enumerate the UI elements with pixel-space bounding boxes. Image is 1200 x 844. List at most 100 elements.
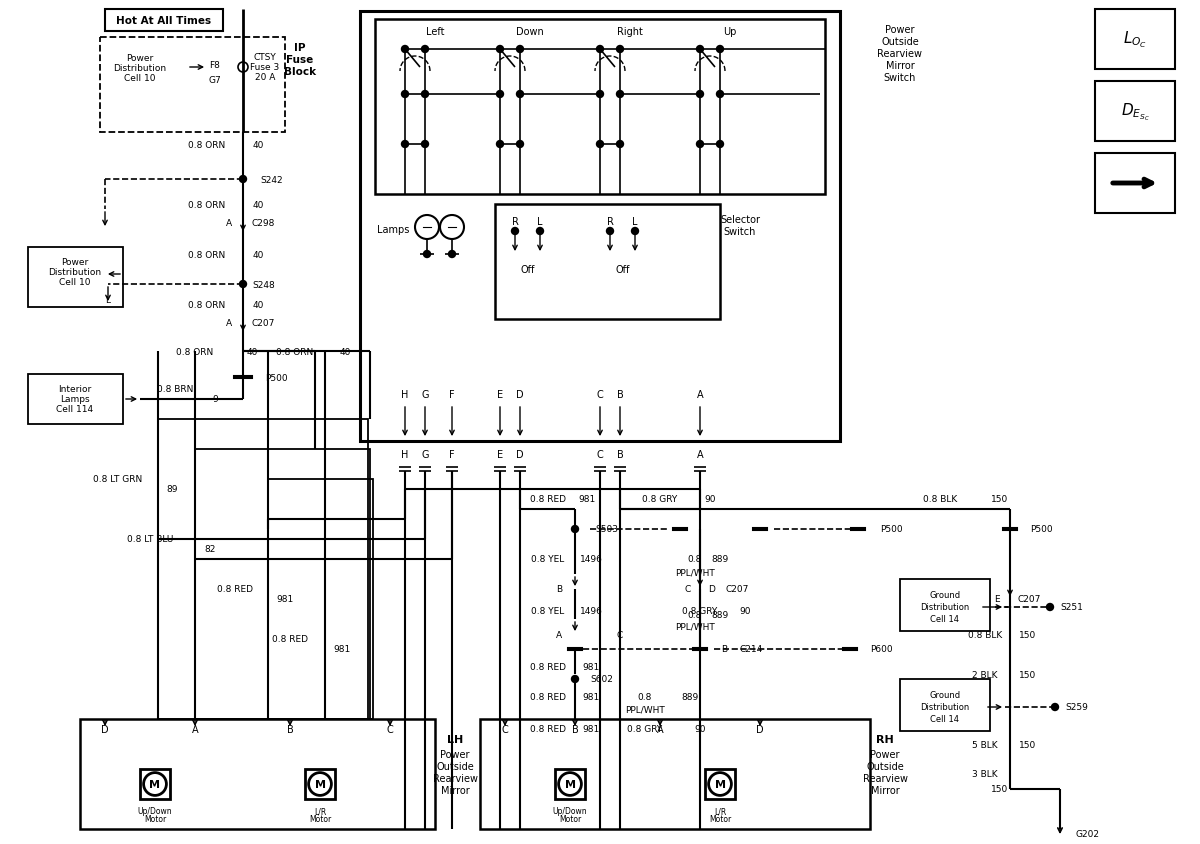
Text: Up/Down: Up/Down: [138, 807, 173, 815]
Text: Fuse: Fuse: [287, 55, 313, 65]
Text: 0.8 GRY: 0.8 GRY: [683, 607, 718, 616]
Text: 150: 150: [991, 785, 1009, 793]
Text: G: G: [421, 390, 428, 399]
Circle shape: [696, 91, 703, 99]
Text: S503: S503: [595, 525, 618, 534]
Text: G7: G7: [209, 75, 221, 84]
Circle shape: [402, 46, 408, 53]
Text: Right: Right: [617, 27, 643, 37]
Text: 0.8 ORN: 0.8 ORN: [188, 200, 226, 209]
Text: C207: C207: [252, 318, 275, 327]
Text: Off: Off: [521, 265, 535, 274]
Text: R: R: [511, 217, 518, 227]
Circle shape: [696, 46, 703, 53]
Text: 0.8 RED: 0.8 RED: [272, 635, 308, 644]
Bar: [1096, 154, 1175, 214]
Text: 0.8 LT GRN: 0.8 LT GRN: [94, 475, 143, 484]
Text: 889: 889: [712, 609, 728, 619]
Circle shape: [402, 91, 408, 99]
Text: 0.8 ORN: 0.8 ORN: [188, 300, 226, 309]
Text: Cell 114: Cell 114: [56, 405, 94, 414]
Text: M: M: [564, 779, 576, 789]
Text: Rearview: Rearview: [863, 773, 907, 783]
Text: Motor: Motor: [308, 814, 331, 824]
Text: Block: Block: [284, 67, 316, 77]
Circle shape: [511, 228, 518, 235]
Circle shape: [631, 228, 638, 235]
Text: PPL/WHT: PPL/WHT: [625, 705, 665, 714]
Text: C207: C207: [1018, 595, 1042, 603]
Text: 981: 981: [582, 663, 600, 672]
Text: 0.8 BRN: 0.8 BRN: [157, 385, 193, 394]
Text: Ground: Ground: [930, 591, 960, 600]
Bar: [1096, 10, 1175, 70]
Circle shape: [617, 91, 624, 99]
Circle shape: [696, 141, 703, 149]
Text: D: D: [516, 450, 524, 459]
Text: Cell 10: Cell 10: [125, 73, 156, 83]
Bar: [140, 769, 170, 799]
Text: Ground: Ground: [930, 690, 960, 700]
Text: RH: RH: [876, 734, 894, 744]
Text: C298: C298: [252, 219, 275, 227]
Text: 0.8 ORN: 0.8 ORN: [188, 140, 226, 149]
Text: 40: 40: [252, 250, 264, 259]
Bar: [28, 247, 124, 307]
Bar: [268, 479, 373, 719]
Text: B: B: [287, 724, 293, 734]
Text: Up: Up: [724, 27, 737, 37]
Text: Interior: Interior: [59, 385, 91, 394]
Text: Outside: Outside: [436, 761, 474, 771]
Text: 0.8 GRY: 0.8 GRY: [628, 725, 662, 733]
Text: 981: 981: [276, 595, 294, 603]
Bar: [106, 10, 223, 32]
Circle shape: [536, 228, 544, 235]
Text: 150: 150: [1019, 739, 1037, 749]
Text: S248: S248: [252, 280, 275, 289]
Text: 981: 981: [582, 725, 600, 733]
Bar: [360, 12, 840, 441]
Bar: [496, 205, 720, 320]
Text: PPL/WHT: PPL/WHT: [676, 568, 715, 576]
Text: A: A: [697, 390, 703, 399]
Circle shape: [516, 141, 523, 149]
Text: Left: Left: [426, 27, 444, 37]
Text: P500: P500: [880, 525, 902, 534]
Text: 0.8 ORN: 0.8 ORN: [188, 250, 226, 259]
Bar: [194, 450, 370, 719]
Text: A: A: [226, 219, 232, 227]
Circle shape: [424, 252, 431, 258]
Text: 5 BLK: 5 BLK: [972, 739, 998, 749]
Text: Mirror: Mirror: [886, 61, 914, 71]
Text: Rearview: Rearview: [432, 773, 478, 783]
Bar: [480, 719, 870, 829]
Text: 89: 89: [167, 485, 178, 494]
Circle shape: [497, 141, 504, 149]
Text: 0.8 BLK: 0.8 BLK: [968, 630, 1002, 639]
Text: Distribution: Distribution: [920, 703, 970, 711]
Text: C: C: [685, 585, 691, 594]
Circle shape: [716, 141, 724, 149]
Text: 889: 889: [712, 555, 728, 564]
Text: 0.8 ORN: 0.8 ORN: [176, 347, 214, 356]
Text: L: L: [106, 295, 110, 304]
Circle shape: [497, 91, 504, 99]
Text: Outside: Outside: [881, 37, 919, 47]
Circle shape: [1046, 603, 1054, 611]
Text: S251: S251: [1060, 603, 1082, 612]
Text: 90: 90: [704, 495, 715, 504]
Text: F: F: [449, 390, 455, 399]
Text: E: E: [497, 450, 503, 459]
Circle shape: [240, 176, 246, 183]
Text: Rearview: Rearview: [877, 49, 923, 59]
Text: 0.8: 0.8: [688, 555, 702, 564]
Circle shape: [571, 676, 578, 683]
Text: 20 A: 20 A: [254, 73, 275, 81]
Text: H: H: [401, 390, 409, 399]
Bar: [28, 375, 124, 425]
Text: Motor: Motor: [144, 814, 166, 824]
Text: P600: P600: [870, 645, 893, 654]
Text: Off: Off: [616, 265, 630, 274]
Text: 40: 40: [252, 140, 264, 149]
Text: G202: G202: [1075, 830, 1099, 838]
